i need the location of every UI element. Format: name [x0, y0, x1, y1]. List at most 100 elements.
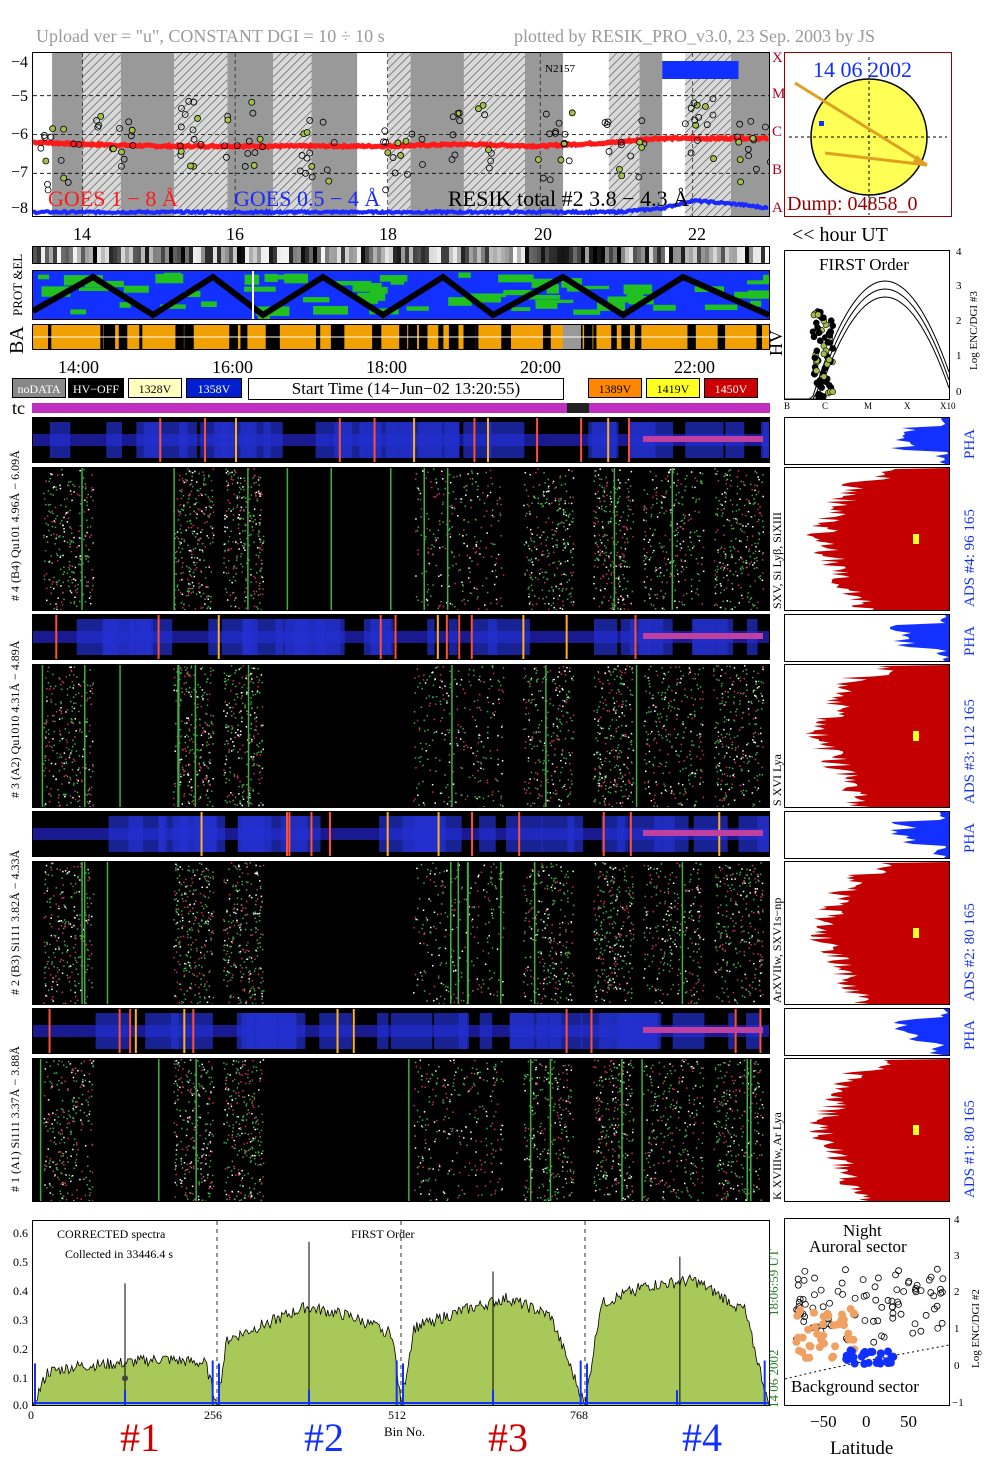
- spectrogram-pixel: [258, 679, 261, 681]
- spectrogram-pixel: [547, 490, 550, 493]
- spectrogram-pixel: [678, 666, 681, 668]
- spectrogram-pixel: [645, 587, 647, 589]
- spectrogram-pixel: [413, 722, 416, 724]
- spectrogram-pixel: [645, 770, 647, 773]
- spectrogram-pixel: [191, 556, 193, 559]
- spectrogram-pixel: [72, 739, 74, 742]
- spectrogram-pixel: [241, 571, 243, 573]
- spectrogram-pixel: [229, 594, 232, 597]
- spectrogram-pixel: [547, 781, 549, 784]
- prot-cell: [605, 247, 609, 263]
- spectrogram-pixel: [179, 543, 181, 545]
- spectrogram-pixel: [758, 511, 761, 514]
- spectrogram-pixel: [752, 605, 755, 607]
- spectrogram-pixel: [48, 759, 50, 761]
- spectrogram-pixel: [502, 805, 504, 807]
- spectrogram-pixel: [75, 774, 78, 777]
- spectrogram-pixel: [648, 594, 651, 596]
- spectrogram-pixel: [617, 601, 620, 604]
- spectrogram-pixel: [255, 725, 258, 728]
- spectrogram-pixel: [724, 773, 726, 775]
- spectrogram-pixel: [608, 555, 610, 558]
- spectrogram-pixel: [608, 760, 611, 763]
- spectrogram-pixel: [611, 606, 614, 609]
- spectrogram-pixel: [241, 804, 244, 807]
- resik-point: [44, 186, 52, 194]
- spectrogram-pixel: [529, 513, 531, 515]
- spectrogram-pixel: [234, 717, 237, 719]
- spectrogram-pixel: [720, 788, 723, 791]
- spectrogram-pixel: [562, 510, 565, 512]
- spectrogram-pixel: [49, 579, 51, 581]
- spectrogram-pixel: [237, 729, 239, 731]
- spectrogram-pixel: [610, 689, 613, 691]
- spectrogram-pixel: [668, 470, 670, 473]
- spectrogram-pixel: [726, 665, 728, 668]
- first-order-point: [829, 322, 837, 329]
- spectrogram-pixel: [731, 588, 734, 590]
- spectrogram-pixel: [565, 694, 568, 696]
- spectrogram-pixel: [624, 733, 627, 736]
- spectrogram-pixel: [230, 510, 232, 512]
- spectrogram-pixel: [682, 540, 685, 543]
- spectrogram-pixel: [501, 689, 503, 692]
- spectrogram-pixel: [427, 552, 430, 554]
- spectrogram-pixel: [669, 539, 671, 541]
- spectrogram-pixel: [55, 537, 57, 540]
- prot-cell: [369, 247, 373, 263]
- spectrogram-pixel: [228, 702, 231, 704]
- spectrogram-pixel: [497, 790, 500, 793]
- spectrogram-pixel: [619, 555, 621, 558]
- spectrogram-pixel: [190, 575, 193, 578]
- spectrogram-pixel: [89, 724, 91, 727]
- spectrogram-pixel: [620, 751, 623, 753]
- spectrogram-pixel: [51, 692, 53, 695]
- spectrogram-pixel: [429, 529, 431, 532]
- spectrogram-pixel: [439, 674, 442, 676]
- spectrogram-pixel: [71, 581, 74, 584]
- first-order-point: [825, 382, 833, 389]
- spectrogram-pixel: [562, 715, 564, 717]
- spectrogram-pixel: [198, 494, 200, 497]
- spectrogram-pixel: [718, 679, 720, 682]
- spectrogram-pixel: [646, 576, 648, 578]
- spectrogram-pixel: [68, 585, 70, 588]
- spectrogram-pixel: [448, 761, 451, 763]
- spectrogram-pixel: [724, 672, 726, 675]
- hour-axis-top: 14 16 18 20 22: [32, 224, 770, 244]
- prot-cell: [249, 247, 253, 263]
- spectrogram-pixel: [559, 475, 562, 478]
- spectrogram-pixel: [531, 747, 533, 750]
- spectrogram-pixel: [232, 541, 234, 543]
- spectrogram-pixel: [453, 476, 455, 478]
- spectrogram-pixel: [568, 523, 571, 526]
- prot-cell: [365, 247, 369, 263]
- spectrogram-pixel: [204, 483, 207, 486]
- spectrogram-pixel: [194, 556, 196, 559]
- spectrogram-pixel: [71, 532, 73, 534]
- spectrogram-pixel: [188, 587, 191, 590]
- spectrogram-pixel: [752, 803, 755, 806]
- spectrogram-pixel: [200, 749, 202, 751]
- spectrogram-pixel: [49, 745, 51, 748]
- spectrogram-pixel: [722, 805, 725, 807]
- spectrogram-pixel: [672, 561, 675, 564]
- spectrogram-pixel: [536, 681, 538, 683]
- spectrogram-pixel: [246, 710, 248, 713]
- spectrogram-pixel: [688, 514, 691, 516]
- spectrogram-pixel: [468, 776, 471, 779]
- spectrogram-pixel: [562, 689, 564, 691]
- spectrogram-pixel: [86, 801, 89, 803]
- spectrogram-pixel: [490, 716, 492, 719]
- spectrogram-pixel: [206, 535, 208, 537]
- resik-point: [747, 117, 755, 125]
- spectrogram-pixel: [418, 729, 421, 731]
- spectrogram-pixel: [542, 598, 544, 600]
- spectrogram-pixel: [657, 692, 660, 694]
- resik-point: [306, 117, 314, 124]
- spectrogram-pixel: [698, 579, 701, 582]
- spectrogram-pixel: [723, 475, 725, 478]
- spectrogram-pixel: [193, 510, 195, 513]
- hour-tick: 20: [534, 224, 552, 244]
- spectrogram-pixel: [250, 594, 252, 596]
